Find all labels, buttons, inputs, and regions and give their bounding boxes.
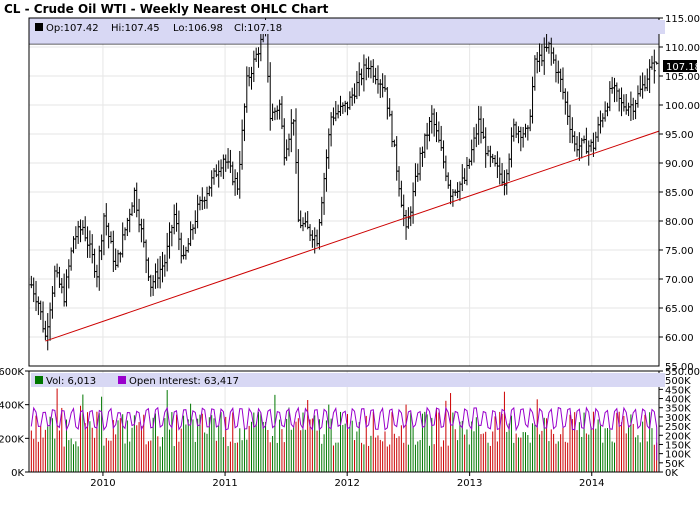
x-tick-label: 2010 xyxy=(90,478,115,489)
volume-right-tick-label: 0K xyxy=(665,468,678,479)
volume-right-tick-label: 50K xyxy=(665,459,685,470)
oi-legend-swatch xyxy=(118,376,126,384)
legend-high: Hi:107.45 xyxy=(111,23,160,34)
price-tick-label: 100.00 xyxy=(665,101,700,112)
legend-open: Op:107.42 xyxy=(46,23,99,34)
last-price-box xyxy=(663,60,697,72)
volume-right-tick-label: 550.00 xyxy=(665,367,700,378)
price-tick-label: 110.00 xyxy=(665,43,700,54)
volume-right-tick-label: 450K xyxy=(665,385,691,396)
price-tick-label: 70.00 xyxy=(665,275,694,286)
volume-left-tick-label: 600K xyxy=(0,367,24,378)
price-tick-label: 85.00 xyxy=(665,188,694,199)
price-legend: Op:107.42 Hi:107.45 Lo:106.98 Cl:107.18 xyxy=(31,20,665,34)
price-tick-label: 60.00 xyxy=(665,333,694,344)
volume-left-axis: 0K 200K 400K 600K xyxy=(0,367,29,479)
volume-left-tick-label: 0K xyxy=(11,468,24,479)
legend-oi: Open Interest: 63,417 xyxy=(129,376,239,387)
ohlc-bar xyxy=(652,49,656,84)
x-tick-label: 2012 xyxy=(334,478,359,489)
price-tick-label: 55.00 xyxy=(665,362,694,373)
chart-title: CL - Crude Oil WTI - Weekly Nearest OHLC… xyxy=(4,2,329,16)
volume-right-tick-label: 350K xyxy=(665,404,691,415)
price-legend-swatch xyxy=(35,23,43,31)
price-tick-label: 105.00 xyxy=(665,72,700,83)
last-price-marker: 107.18 xyxy=(663,60,700,73)
volume-left-tick-label: 200K xyxy=(0,434,24,445)
support-trendline xyxy=(45,130,660,342)
ohlc-bar xyxy=(655,61,659,65)
price-panel: 60.00 65.00 70.00 75.00 80.00 85.00 90.00 95.00… xyxy=(28,14,700,373)
volume-plot-frame xyxy=(28,370,660,473)
price-tick-label: 90.00 xyxy=(665,159,694,170)
legend-low: Lo:106.98 xyxy=(173,23,223,34)
volume-legend-bg xyxy=(31,373,665,387)
volume-right-tick-label: 300K xyxy=(665,413,691,424)
x-tick-label: 2014 xyxy=(579,478,604,489)
x-tick-label: 2011 xyxy=(212,478,237,489)
volume-right-tick-label: 250K xyxy=(665,422,691,433)
price-tick-label: 65.00 xyxy=(665,304,694,315)
price-legend-bg xyxy=(31,20,665,34)
price-tick-label: 75.00 xyxy=(665,246,694,257)
volume-right-axis: 0K50K100K150K200K250K300K350K400K450K500… xyxy=(659,367,700,479)
volume-right-tick-label: 500K xyxy=(665,376,691,387)
volume-left-tick-label: 400K xyxy=(0,401,24,412)
x-axis: 2010 2011 2012 2013 2014 xyxy=(90,472,604,489)
volume-right-tick-label: 150K xyxy=(665,440,691,451)
price-y-axis: 60.00 65.00 70.00 75.00 80.00 85.00 90.00 95.00… xyxy=(659,14,700,373)
x-tick-label: 2013 xyxy=(457,478,482,489)
open-interest-line xyxy=(30,406,658,461)
volume-legend: Vol: 6,013 Open Interest: 63,417 xyxy=(31,373,665,387)
price-gridlines xyxy=(29,17,659,366)
price-tick-label: 95.00 xyxy=(665,130,694,141)
legend-close: Cl:107.18 xyxy=(234,23,282,34)
price-tick-label: 80.00 xyxy=(665,217,694,228)
price-bars xyxy=(29,18,659,351)
volume-bars xyxy=(30,388,658,472)
volume-right-tick-label: 100K xyxy=(665,450,691,461)
vol-legend-swatch xyxy=(35,376,43,384)
volume-right-tick-label: 200K xyxy=(665,431,691,442)
last-price-label: 107.18 xyxy=(666,62,700,73)
price-tick-label: 115.00 xyxy=(665,14,700,25)
legend-vol: Vol: 6,013 xyxy=(46,376,96,387)
volume-right-tick-label: 400K xyxy=(665,395,691,406)
